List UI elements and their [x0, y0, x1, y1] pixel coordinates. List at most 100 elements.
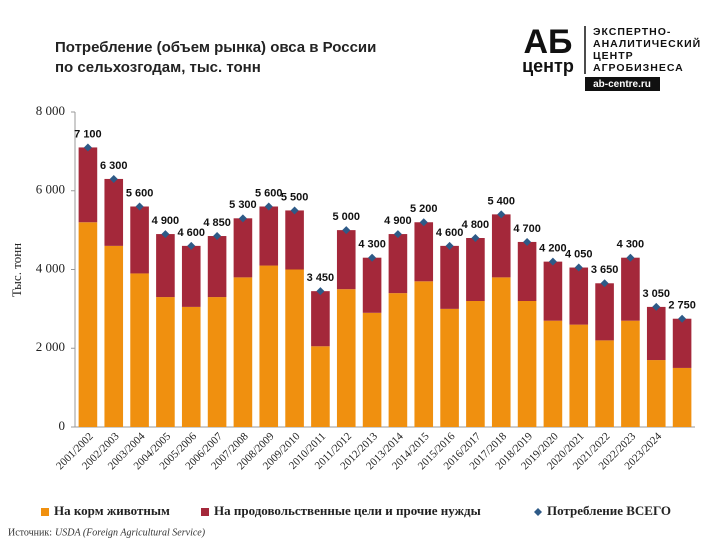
total-marker: [238, 214, 247, 223]
total-marker: [213, 232, 222, 241]
y-tick-label: 6 000: [36, 182, 65, 197]
total-marker: [548, 257, 557, 266]
bar-segment: [440, 308, 459, 427]
data-label: 5 300: [229, 199, 257, 211]
legend-swatch: [41, 508, 49, 516]
bar-segment: [621, 320, 640, 427]
y-tick-label: 4 000: [36, 260, 65, 275]
bar-segment: [388, 234, 408, 294]
logo-mark: АБ: [524, 23, 573, 61]
bar-segment: [414, 281, 434, 427]
total-marker: [678, 314, 687, 323]
bar-segment: [491, 277, 511, 427]
bar-segment: [311, 346, 330, 427]
data-label: 4 050: [565, 248, 593, 260]
bar-segment: [595, 283, 614, 341]
total-marker: [652, 302, 661, 311]
bar-segment: [336, 230, 356, 290]
bar-segment: [181, 306, 201, 427]
total-marker: [187, 241, 196, 250]
data-label: 5 600: [126, 187, 154, 199]
data-label: 4 850: [203, 217, 231, 229]
bar-segment: [311, 291, 330, 347]
bar-segment: [646, 360, 666, 427]
total-marker: [445, 241, 454, 250]
total-marker: [161, 230, 170, 239]
data-label: 3 650: [591, 264, 619, 276]
y-tick-label: 8 000: [36, 103, 65, 118]
total-marker: [342, 226, 351, 235]
bar-segment: [285, 269, 304, 427]
bar-segment: [285, 210, 304, 270]
legend-label: На корм животным: [54, 503, 170, 518]
total-marker: [83, 143, 92, 152]
bar-segment: [672, 318, 692, 368]
bar-segment: [440, 245, 459, 309]
data-label: 4 300: [617, 239, 645, 251]
data-label: 5 000: [332, 211, 360, 223]
chart-title: Потребление (объем рынка) овса в России: [55, 39, 376, 56]
data-label: 4 800: [462, 219, 490, 231]
bar-segment: [362, 312, 382, 427]
bar-segment: [233, 277, 253, 427]
bar-segment: [362, 257, 382, 313]
total-marker: [626, 253, 635, 262]
bar-segment: [130, 206, 149, 274]
logo-url-bg: [585, 77, 660, 91]
bar-segment: [78, 147, 98, 223]
data-label: 4 200: [539, 243, 567, 255]
chart-title: по сельхозгодам, тыс. тонн: [55, 59, 261, 76]
y-tick-label: 2 000: [36, 339, 65, 354]
bar-segment: [207, 236, 227, 298]
bar-segment: [104, 245, 124, 427]
data-label: 3 450: [307, 272, 335, 284]
y-tick-label: 0: [59, 418, 66, 433]
legend-swatch: [201, 508, 209, 516]
data-label: 7 100: [74, 128, 102, 140]
bar-segment: [466, 301, 485, 427]
logo-text: АНАЛИТИЧЕСКИЙ: [593, 37, 701, 50]
data-label: 4 900: [152, 215, 180, 227]
bar-segment: [569, 267, 589, 325]
total-marker: [290, 206, 299, 215]
bar-segment: [156, 234, 175, 298]
bar-segment: [621, 257, 640, 321]
data-label: 5 400: [487, 195, 515, 207]
bar-segment: [672, 367, 692, 427]
total-marker: [600, 279, 609, 288]
bar-segment: [646, 306, 666, 361]
logo-mark: центр: [522, 56, 574, 76]
total-marker: [523, 237, 532, 246]
bar-segment: [517, 241, 537, 301]
bar-segment: [259, 206, 279, 266]
data-label: 5 500: [281, 191, 309, 203]
bar-segment: [414, 222, 434, 282]
data-label: 5 200: [410, 203, 438, 215]
source: USDA (Foreign Agricultural Service): [55, 527, 206, 538]
bar-segment: [388, 293, 408, 427]
data-label: 4 600: [436, 227, 464, 239]
data-label: 3 050: [642, 288, 670, 300]
data-label: 2 750: [668, 300, 696, 312]
bar-segment: [207, 297, 227, 427]
total-marker: [368, 253, 377, 262]
bar-segment: [491, 214, 511, 278]
bar-segment: [543, 320, 563, 427]
data-label: 4 700: [513, 223, 541, 235]
source-label: Источник:: [8, 527, 52, 538]
data-label: 4 300: [358, 239, 386, 251]
bar-segment: [595, 340, 614, 427]
total-marker: [419, 218, 428, 227]
data-label: 5 600: [255, 187, 283, 199]
legend-swatch: [534, 508, 542, 516]
data-label: 6 300: [100, 160, 128, 172]
logo-text: АГРОБИЗНЕСА: [593, 62, 684, 74]
bar-segment: [466, 238, 485, 301]
data-label: 4 900: [384, 215, 412, 227]
total-marker: [109, 174, 118, 183]
total-marker: [393, 230, 402, 239]
bar-segment: [156, 297, 175, 427]
bar-segment: [259, 265, 279, 427]
logo-url: ab-centre.ru: [593, 79, 651, 90]
